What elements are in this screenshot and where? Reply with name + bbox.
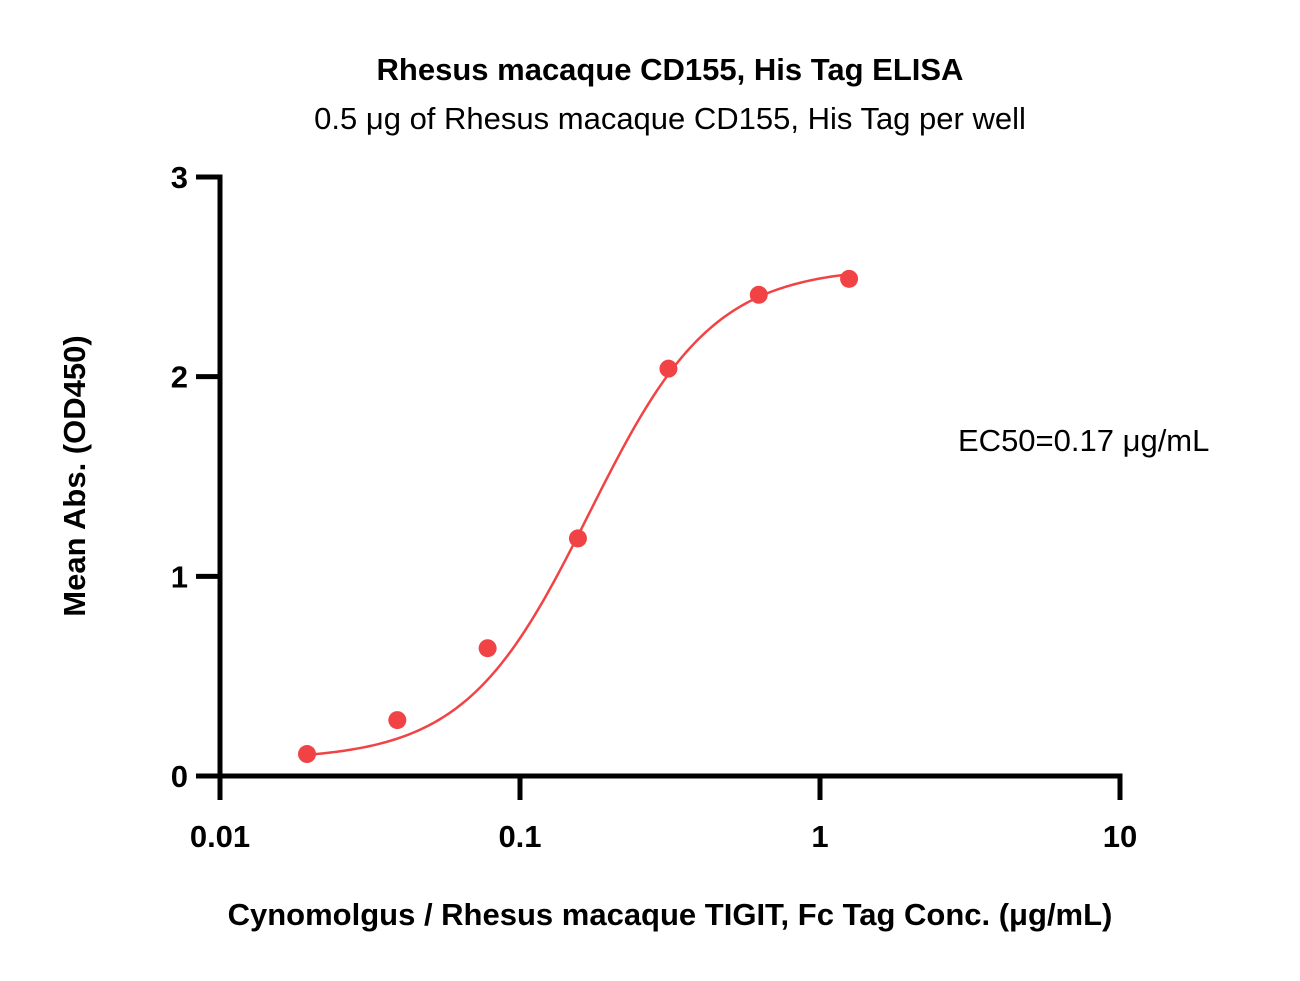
data-points-layer: [298, 269, 859, 764]
data-point: [388, 711, 407, 730]
x-tick-label: 0.01: [190, 819, 250, 854]
data-point: [749, 285, 768, 304]
data-point: [659, 359, 678, 378]
y-tick-label: 3: [171, 160, 188, 195]
y-axis-label: Mean Abs. (OD450): [57, 335, 92, 616]
x-tick-label: 0.1: [498, 819, 541, 854]
data-point: [478, 639, 497, 658]
ec50-annotation: EC50=0.17 μg/mL: [958, 423, 1209, 458]
fit-curve-layer: [306, 272, 850, 757]
x-tick-label: 1: [811, 819, 828, 854]
y-tick-label: 0: [171, 759, 188, 794]
chart-title: Rhesus macaque CD155, His Tag ELISA: [377, 52, 964, 87]
data-point: [840, 269, 859, 288]
chart-subtitle: 0.5 μg of Rhesus macaque CD155, His Tag …: [314, 101, 1026, 136]
x-tick-label: 10: [1103, 819, 1137, 854]
axes: 0 1 2 3 0.01 0.1 1 10: [171, 160, 1137, 854]
fit-curve: [306, 272, 850, 757]
data-point: [568, 529, 587, 548]
data-point: [298, 745, 317, 764]
y-tick-label: 2: [171, 360, 188, 395]
y-tick-label: 1: [171, 559, 188, 594]
x-axis-label: Cynomolgus / Rhesus macaque TIGIT, Fc Ta…: [228, 897, 1113, 932]
